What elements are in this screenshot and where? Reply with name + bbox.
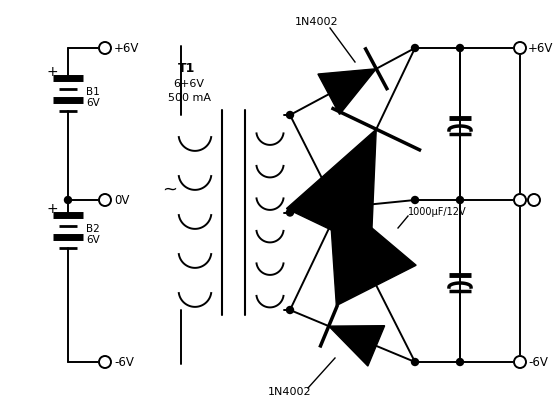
Circle shape xyxy=(411,196,418,203)
Text: ~: ~ xyxy=(162,181,177,199)
Circle shape xyxy=(99,356,111,368)
Polygon shape xyxy=(329,192,416,306)
Circle shape xyxy=(411,44,418,51)
Polygon shape xyxy=(329,326,385,366)
Text: +: + xyxy=(46,65,58,79)
Polygon shape xyxy=(318,69,376,114)
Text: -6V: -6V xyxy=(114,356,134,369)
Text: 1000μF/12V: 1000μF/12V xyxy=(408,207,467,217)
Text: 6+6V: 6+6V xyxy=(173,79,204,89)
Circle shape xyxy=(514,356,526,368)
Circle shape xyxy=(286,111,294,118)
Circle shape xyxy=(514,194,526,206)
Circle shape xyxy=(528,194,540,206)
Circle shape xyxy=(286,307,294,314)
Circle shape xyxy=(64,196,72,203)
Circle shape xyxy=(99,194,111,206)
Circle shape xyxy=(411,358,418,365)
Circle shape xyxy=(514,42,526,54)
Text: 1N4002: 1N4002 xyxy=(295,17,339,27)
Text: 1N4002: 1N4002 xyxy=(268,387,311,397)
Text: +: + xyxy=(46,202,58,216)
Text: B1: B1 xyxy=(86,87,100,97)
Text: 6V: 6V xyxy=(86,98,100,108)
Circle shape xyxy=(457,196,463,203)
Circle shape xyxy=(99,42,111,54)
Polygon shape xyxy=(286,129,376,249)
Text: -6V: -6V xyxy=(528,356,548,369)
Text: B2: B2 xyxy=(86,224,100,234)
Text: 6V: 6V xyxy=(86,235,100,245)
Circle shape xyxy=(457,44,463,51)
Text: 0V: 0V xyxy=(114,194,129,206)
Text: 500 mA: 500 mA xyxy=(168,93,211,103)
Circle shape xyxy=(286,209,294,216)
Text: +6V: +6V xyxy=(528,42,553,55)
Text: +6V: +6V xyxy=(114,42,139,55)
Text: T1: T1 xyxy=(178,62,195,74)
Circle shape xyxy=(457,358,463,365)
